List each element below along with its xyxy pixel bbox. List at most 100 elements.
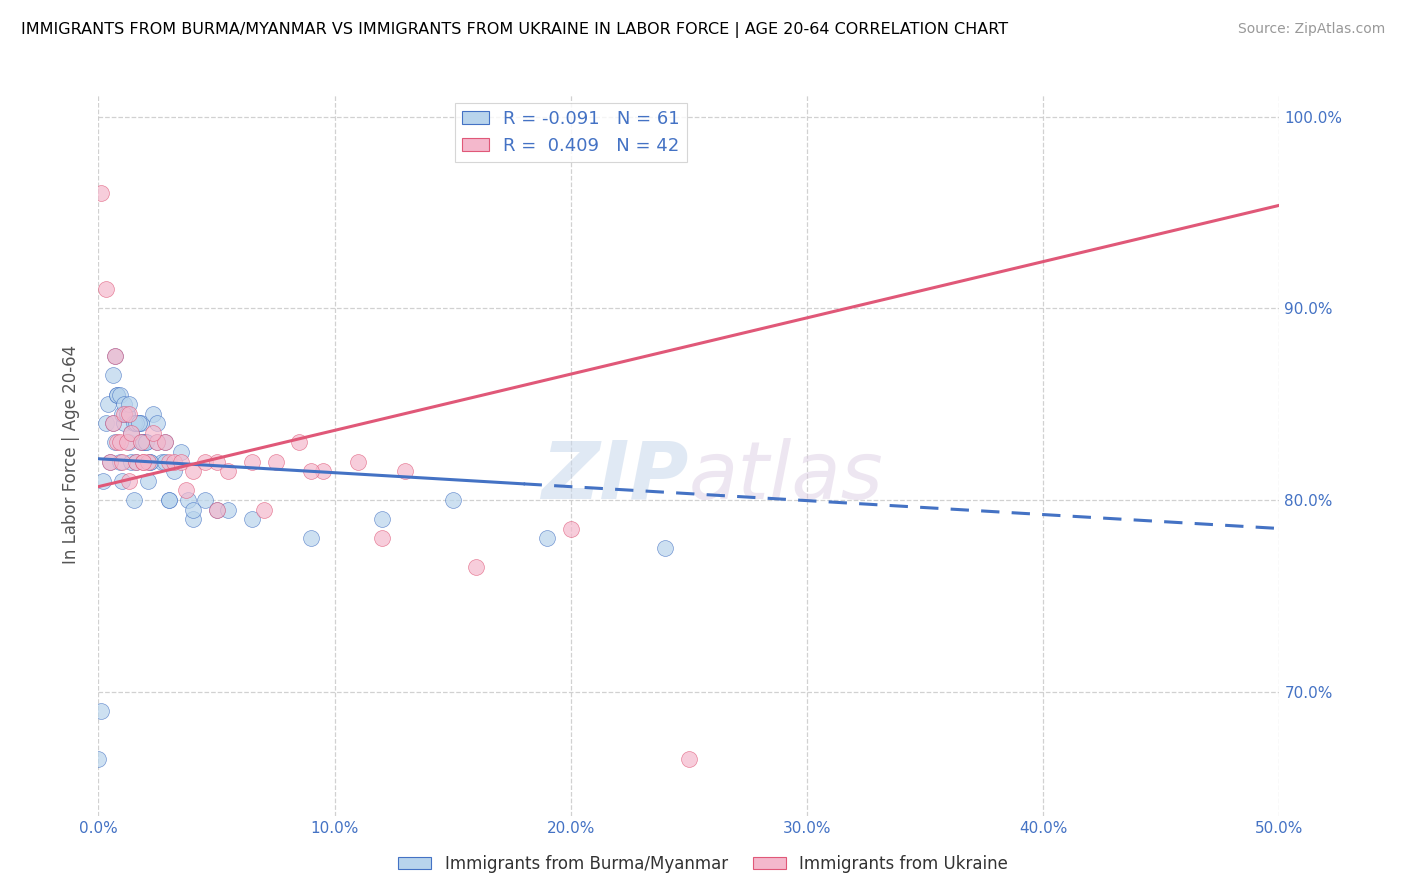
Point (170, 445, 193, 459)
Text: atlas: atlas (689, 438, 884, 516)
Point (112, 397, 135, 411)
Point (264, 455, 287, 469)
Point (128, 417, 150, 431)
Point (118, 397, 141, 411)
Point (135, 435, 157, 450)
Point (108, 455, 131, 469)
Point (121, 425, 143, 440)
Point (181, 464, 204, 478)
Point (240, 512, 263, 526)
Point (90, 704, 112, 718)
Point (142, 407, 165, 421)
Point (181, 512, 204, 526)
Point (91, 474, 114, 488)
Point (299, 464, 322, 478)
Point (146, 435, 169, 450)
Legend: R = -0.091   N = 61, R =  0.409   N = 42: R = -0.091 N = 61, R = 0.409 N = 42 (454, 103, 688, 162)
Point (129, 417, 152, 431)
Point (104, 349, 127, 363)
Point (240, 455, 263, 469)
Point (394, 464, 416, 478)
Point (136, 455, 159, 469)
Point (87, 752, 110, 766)
Text: Source: ZipAtlas.com: Source: ZipAtlas.com (1237, 22, 1385, 37)
Point (101, 417, 124, 431)
Point (153, 435, 176, 450)
Point (104, 435, 127, 450)
Point (217, 502, 239, 516)
Point (347, 455, 370, 469)
Point (104, 349, 127, 363)
Point (136, 474, 159, 488)
Point (132, 435, 155, 450)
Point (678, 752, 700, 766)
Point (312, 464, 335, 478)
Point (163, 464, 186, 478)
Point (139, 455, 162, 469)
Point (157, 492, 180, 507)
Point (441, 492, 464, 507)
Point (153, 435, 176, 450)
Text: ZIP: ZIP (541, 438, 689, 516)
Point (129, 435, 152, 450)
Point (115, 407, 138, 421)
Point (105, 387, 128, 401)
Point (299, 531, 322, 545)
Point (132, 455, 155, 469)
Point (135, 435, 157, 450)
Point (371, 531, 394, 545)
Point (205, 502, 228, 516)
Point (253, 502, 276, 516)
Point (111, 407, 134, 421)
Point (205, 502, 228, 516)
Point (132, 435, 155, 450)
Point (121, 425, 143, 440)
Point (125, 417, 148, 431)
Text: IMMIGRANTS FROM BURMA/MYANMAR VS IMMIGRANTS FROM UKRAINE IN LABOR FORCE | AGE 20: IMMIGRANTS FROM BURMA/MYANMAR VS IMMIGRA… (21, 22, 1008, 38)
Point (654, 541, 676, 555)
Point (122, 492, 145, 507)
Point (108, 387, 131, 401)
Point (157, 455, 180, 469)
Point (177, 492, 200, 507)
Point (98, 455, 121, 469)
Point (205, 455, 228, 469)
Point (121, 455, 143, 469)
Point (97, 397, 120, 411)
Point (153, 455, 176, 469)
Point (112, 407, 135, 421)
Legend: Immigrants from Burma/Myanmar, Immigrants from Ukraine: Immigrants from Burma/Myanmar, Immigrant… (391, 848, 1015, 880)
Point (115, 407, 138, 421)
Point (108, 435, 131, 450)
Point (118, 407, 141, 421)
Point (105, 435, 128, 450)
Y-axis label: In Labor Force | Age 20-64: In Labor Force | Age 20-64 (62, 345, 80, 565)
Point (118, 474, 141, 488)
Point (122, 417, 145, 431)
Point (194, 455, 217, 469)
Point (536, 531, 558, 545)
Point (194, 492, 217, 507)
Point (146, 417, 169, 431)
Point (115, 435, 138, 450)
Point (112, 417, 135, 431)
Point (94, 282, 117, 296)
Point (139, 455, 162, 469)
Point (98, 455, 121, 469)
Point (132, 455, 155, 469)
Point (125, 455, 148, 469)
Point (157, 492, 180, 507)
Point (118, 435, 141, 450)
Point (101, 417, 124, 431)
Point (125, 455, 148, 469)
Point (217, 464, 239, 478)
Point (111, 474, 134, 488)
Point (90, 186, 112, 201)
Point (181, 502, 204, 516)
Point (150, 455, 173, 469)
Point (146, 435, 169, 450)
Point (163, 455, 186, 469)
Point (465, 560, 488, 574)
Point (288, 435, 311, 450)
Point (371, 512, 394, 526)
